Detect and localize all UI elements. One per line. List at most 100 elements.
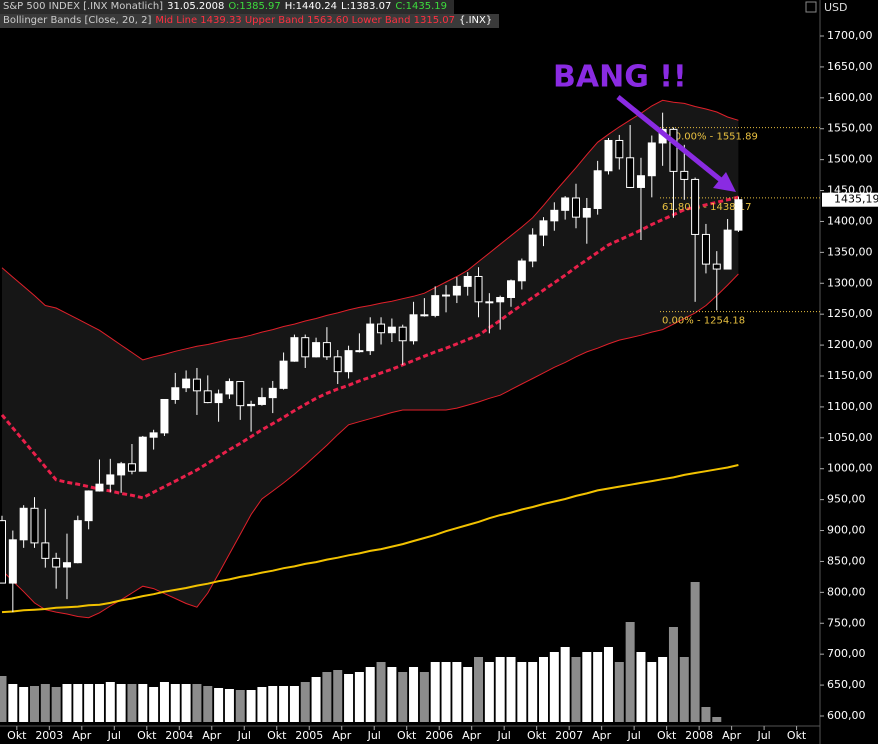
volume-bar [246,690,256,722]
volume-bar [116,684,126,722]
volume-bar [203,686,213,722]
lower-band [1,273,739,619]
annotation-arrowhead [713,172,736,192]
y-tick-label: 1400,00 [827,214,873,227]
volume-bar [658,657,668,722]
x-tick-label: 2008 [685,729,713,742]
close-label: C:1435.19 [395,1,448,12]
candle-body [571,197,580,218]
y-tick-label: 650,00 [827,678,866,691]
x-tick-label: Jul [367,729,381,742]
volume-bar [181,684,191,722]
candle-body [355,350,364,353]
volume-bar [387,667,397,722]
y-tick-label: 1150,00 [827,369,873,382]
axis-layer: 600,00 650,00 700,00 750,00 800,00 850,00 900,… [7,29,878,742]
candle-body [387,326,396,334]
x-tick-label: Apr [722,729,742,742]
volume-bar [668,627,678,722]
volume-bar [614,662,624,722]
candle-body [0,520,6,584]
volume-bar [311,677,321,722]
header-line: S&P 500 INDEX [.INX Monatlich] 31.05.2008… [0,0,455,14]
x-tick-label: 2004 [165,729,193,742]
candle-body [452,285,461,296]
volume-bar [192,684,202,722]
candle-body [247,403,256,407]
x-tick-label: 2005 [295,729,323,742]
candle-body [615,139,624,159]
candle-body [409,314,418,342]
volume-bar [300,682,310,722]
fib-label: 0.00% - 1254.18 [662,316,745,327]
volume-bar [495,657,505,722]
candle-body [290,337,299,362]
x-tick-label: Apr [462,729,482,742]
candle-body [344,350,353,373]
candle-body [52,557,61,568]
volume-bar [712,717,722,722]
volume-bar [539,657,548,722]
high-label: H:1440.24 [284,1,338,12]
indicator-symbol: {.INX} [459,15,493,26]
candle-body [84,490,93,522]
volume-bar [94,684,104,722]
annotation-arrow [616,95,724,183]
x-tick-label: Okt [397,729,417,742]
candle-body [95,483,104,492]
volume-bar [679,657,689,722]
candle-body [138,436,147,472]
y-tick-label: 900,00 [827,524,866,537]
volume-bar [138,684,148,722]
y-tick-label: 1350,00 [827,245,873,258]
volume-bar [701,707,711,722]
volume-bar [398,672,408,722]
volume-bar [29,686,39,722]
volume-bar [517,662,527,722]
y-tick-label: 700,00 [827,647,866,660]
candle-body [182,378,191,389]
volume-bar [528,662,538,722]
volume-bar [149,687,159,722]
candle-body [561,197,570,211]
volume-bar [506,657,516,722]
volume-bar [571,657,581,722]
fib-label: 61.80% - 1438.17 [662,202,751,213]
volume-bar [214,688,224,722]
volume-bar [419,672,429,722]
x-tick-label: Jul [237,729,251,742]
x-tick-label: Okt [787,729,807,742]
window-button[interactable] [805,1,817,13]
candle-body [539,220,548,236]
candle-body [582,207,591,218]
volume-bar [474,657,484,722]
y-tick-label: 1250,00 [827,307,873,320]
y-tick-label: 1000,00 [827,462,873,475]
candle-body [691,178,700,235]
x-tick-label: Apr [72,729,92,742]
candle-body [604,139,613,172]
volume-bar [51,687,61,722]
volume-bar [0,676,7,722]
volume-bar [224,689,234,722]
candle-body [528,234,537,262]
volume-bar [127,684,137,722]
low-label: L:1383.07 [341,1,392,12]
volume-bar [105,682,115,722]
candle-body [73,520,82,564]
volume-bar [333,670,343,722]
volume-bar [73,684,83,722]
candle-body [723,229,732,270]
volume-bar [625,622,635,722]
candle-body [268,387,277,399]
candle-body [19,507,28,541]
candle-body [203,390,212,404]
candle-body [496,296,505,303]
candle-body [474,275,483,303]
candle-body [30,507,39,544]
candle-body [366,323,375,352]
volume-bar [441,662,451,722]
candle-body [301,337,310,358]
volume-bar [636,652,646,722]
